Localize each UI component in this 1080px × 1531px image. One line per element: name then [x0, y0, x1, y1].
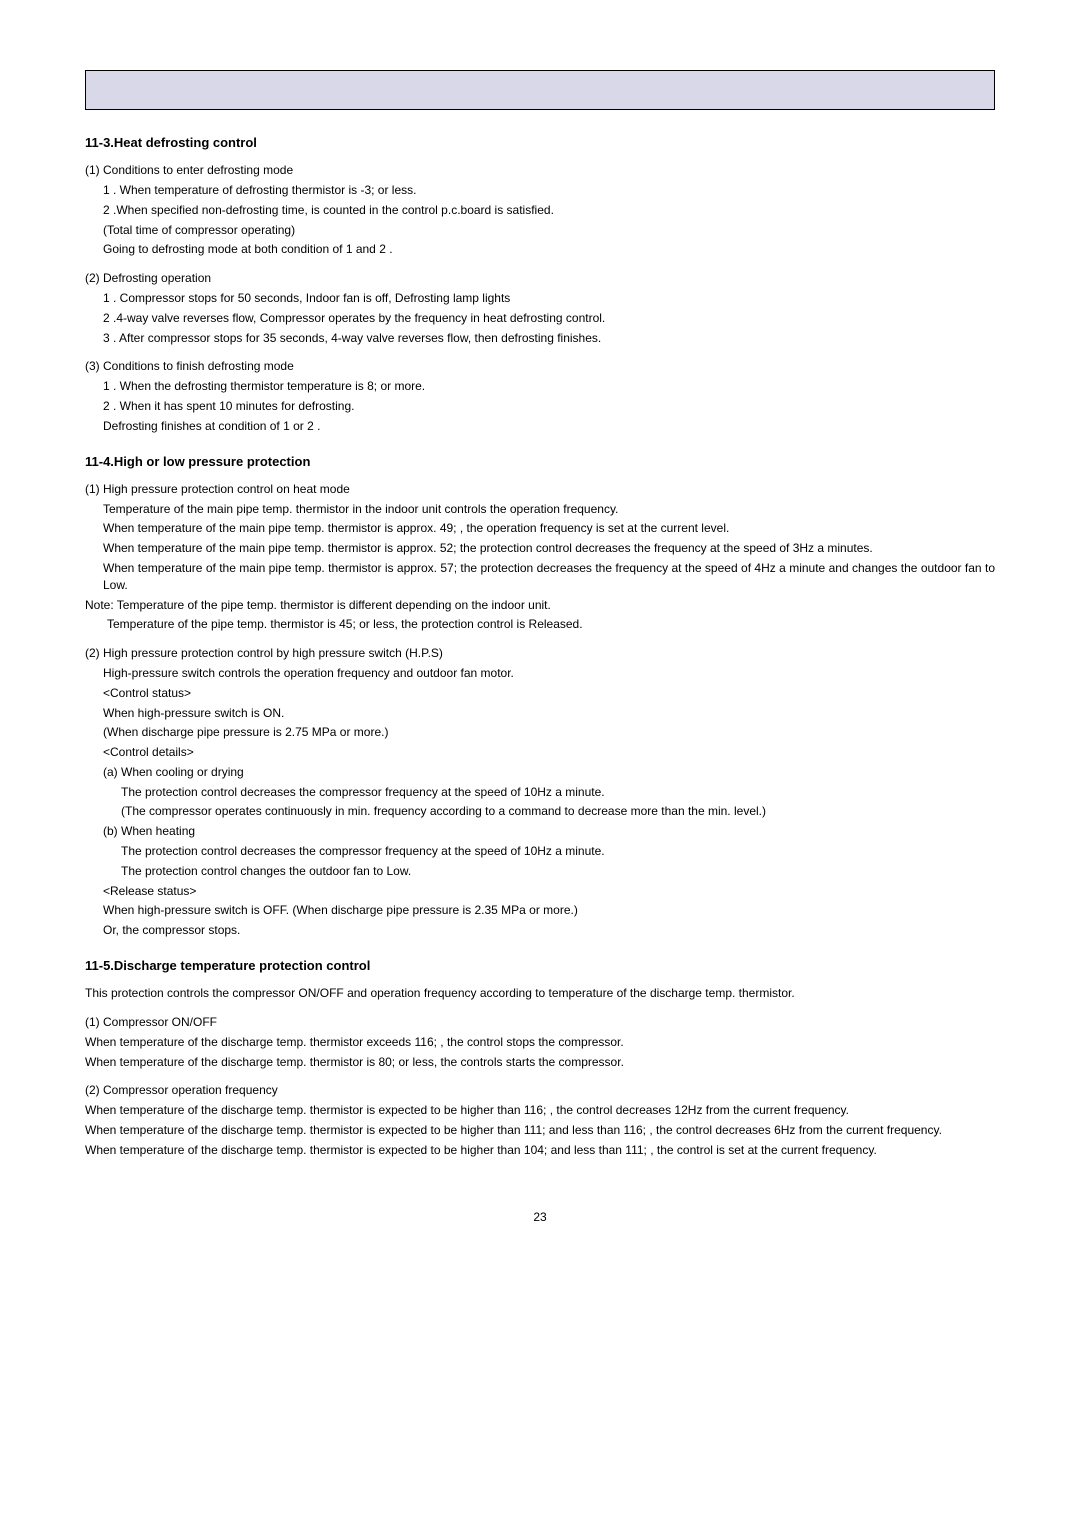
sec-11-3-p1: (1) Conditions to enter defrosting mode … [85, 162, 995, 258]
p1-label: (1) Compressor ON/OFF [85, 1014, 995, 1031]
p2-a-line: The protection control decreases the com… [121, 784, 995, 801]
p3-label: (3) Conditions to finish defrosting mode [85, 358, 995, 375]
sec-11-5-intro: This protection controls the compressor … [85, 985, 995, 1002]
p2-line: When high-pressure switch is ON. [103, 705, 995, 722]
sec-11-3-p2: (2) Defrosting operation 1 . Compressor … [85, 270, 995, 346]
section-11-4-title: 11-4.High or low pressure protection [85, 453, 995, 471]
p2-b-line: The protection control decreases the com… [121, 843, 995, 860]
p2-line: When temperature of the discharge temp. … [85, 1142, 995, 1159]
header-bar [85, 70, 995, 110]
page-number: 23 [85, 1209, 995, 1226]
p3-item: 2 . When it has spent 10 minutes for def… [103, 398, 995, 415]
p1-line: When temperature of the discharge temp. … [85, 1034, 995, 1051]
p1-label: (1) Conditions to enter defrosting mode [85, 162, 995, 179]
p3-item: Defrosting finishes at condition of 1 or… [103, 418, 995, 435]
p2-line: High-pressure switch controls the operat… [103, 665, 995, 682]
p2-release: <Release status> [103, 883, 995, 900]
p1-note-line: Temperature of the pipe temp. thermistor… [107, 616, 995, 633]
p2-line: When temperature of the discharge temp. … [85, 1102, 995, 1119]
p1-label: (1) High pressure protection control on … [85, 481, 995, 498]
p1-line: When temperature of the main pipe temp. … [103, 560, 995, 594]
sec-11-4-p1: (1) High pressure protection control on … [85, 481, 995, 633]
sec-11-5-p2: (2) Compressor operation frequency When … [85, 1082, 995, 1158]
p1-note-label: Note: Temperature of the pipe temp. ther… [85, 597, 995, 614]
p1-line: Temperature of the main pipe temp. therm… [103, 501, 995, 518]
p1-line: When temperature of the main pipe temp. … [103, 520, 995, 537]
p1-item: (Total time of compressor operating) [103, 222, 995, 239]
sec-11-3-p3: (3) Conditions to finish defrosting mode… [85, 358, 995, 434]
p2-line: <Control details> [103, 744, 995, 761]
p2-item: 3 . After compressor stops for 35 second… [103, 330, 995, 347]
p1-line: When temperature of the discharge temp. … [85, 1054, 995, 1071]
p2-label: (2) High pressure protection control by … [85, 645, 995, 662]
p1-line: When temperature of the main pipe temp. … [103, 540, 995, 557]
p2-a-label: (a) When cooling or drying [103, 764, 995, 781]
p1-item: 2 .When specified non-defrosting time, i… [103, 202, 995, 219]
p2-b-label: (b) When heating [103, 823, 995, 840]
section-11-3-title: 11-3.Heat defrosting control [85, 134, 995, 152]
sec-11-5-p1: (1) Compressor ON/OFF When temperature o… [85, 1014, 995, 1070]
sec-11-4-p2: (2) High pressure protection control by … [85, 645, 995, 939]
p2-release: When high-pressure switch is OFF. (When … [103, 902, 995, 919]
p2-a-line: (The compressor operates continuously in… [121, 803, 995, 820]
section-11-5-title: 11-5.Discharge temperature protection co… [85, 957, 995, 975]
p1-item: 1 . When temperature of defrosting therm… [103, 182, 995, 199]
p2-line: (When discharge pipe pressure is 2.75 MP… [103, 724, 995, 741]
p2-b-line: The protection control changes the outdo… [121, 863, 995, 880]
p2-line: <Control status> [103, 685, 995, 702]
p2-item: 1 . Compressor stops for 50 seconds, Ind… [103, 290, 995, 307]
p2-line: When temperature of the discharge temp. … [85, 1122, 995, 1139]
p1-item: Going to defrosting mode at both conditi… [103, 241, 995, 258]
p2-release: Or, the compressor stops. [103, 922, 995, 939]
p2-label: (2) Defrosting operation [85, 270, 995, 287]
p2-label: (2) Compressor operation frequency [85, 1082, 995, 1099]
p2-item: 2 .4-way valve reverses flow, Compressor… [103, 310, 995, 327]
p3-item: 1 . When the defrosting thermistor tempe… [103, 378, 995, 395]
